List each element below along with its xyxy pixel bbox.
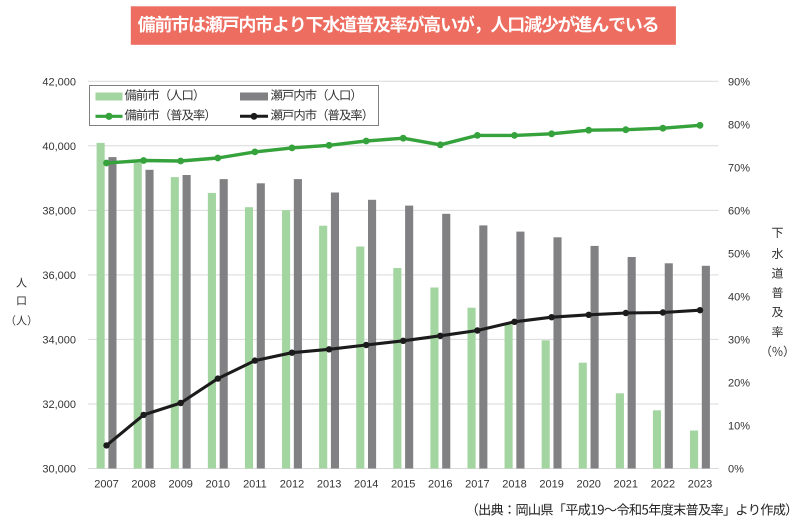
svg-text:2019: 2019 (539, 479, 563, 491)
svg-text:2011: 2011 (243, 479, 267, 491)
svg-text:2009: 2009 (168, 479, 192, 491)
svg-text:20%: 20% (728, 378, 750, 390)
svg-text:2010: 2010 (206, 479, 230, 491)
svg-text:2015: 2015 (391, 479, 415, 491)
svg-text:40,000: 40,000 (42, 141, 76, 153)
svg-text:0%: 0% (728, 464, 744, 476)
svg-text:80%: 80% (728, 119, 750, 131)
svg-text:36,000: 36,000 (42, 270, 76, 282)
svg-text:2018: 2018 (502, 479, 526, 491)
svg-text:38,000: 38,000 (42, 205, 76, 217)
svg-text:50%: 50% (728, 248, 750, 260)
svg-text:42,000: 42,000 (42, 76, 76, 88)
svg-text:2007: 2007 (94, 479, 118, 491)
svg-text:30,000: 30,000 (42, 464, 76, 476)
svg-text:2016: 2016 (428, 479, 452, 491)
svg-text:2012: 2012 (280, 479, 304, 491)
svg-text:10%: 10% (728, 421, 750, 433)
svg-text:2013: 2013 (317, 479, 341, 491)
svg-text:2020: 2020 (576, 479, 600, 491)
svg-text:70%: 70% (728, 162, 750, 174)
svg-text:30%: 30% (728, 334, 750, 346)
svg-text:2017: 2017 (465, 479, 489, 491)
svg-text:32,000: 32,000 (42, 399, 76, 411)
svg-text:90%: 90% (728, 76, 750, 88)
svg-text:2023: 2023 (688, 479, 712, 491)
svg-text:2014: 2014 (354, 479, 378, 491)
svg-text:34,000: 34,000 (42, 334, 76, 346)
svg-text:2021: 2021 (614, 479, 638, 491)
svg-text:2022: 2022 (651, 479, 675, 491)
svg-text:2008: 2008 (131, 479, 155, 491)
svg-text:60%: 60% (728, 205, 750, 217)
svg-text:40%: 40% (728, 291, 750, 303)
